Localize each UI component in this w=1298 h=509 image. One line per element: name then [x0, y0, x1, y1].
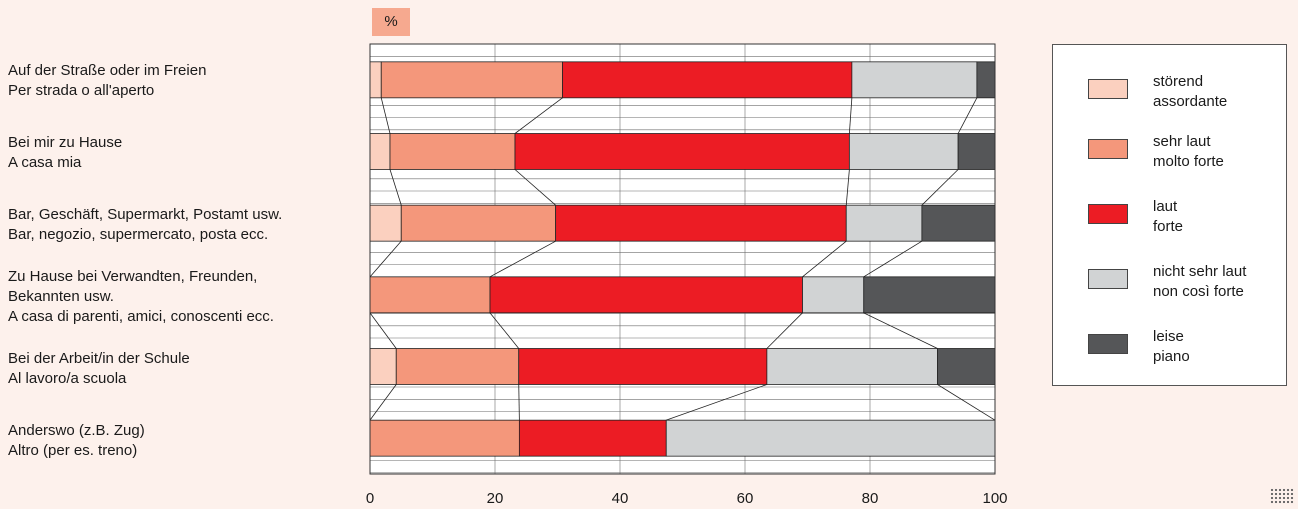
legend-label: laut forte	[1153, 198, 1184, 235]
bar-segment	[562, 61, 853, 99]
bar-segment	[395, 348, 520, 385]
bar-segment	[369, 348, 397, 385]
connector-line	[389, 169, 402, 206]
x-tick-label: 100	[982, 490, 1007, 507]
bar-segment	[665, 419, 996, 457]
connector-line	[848, 97, 853, 134]
legend-swatch	[1088, 204, 1128, 224]
bar-segment	[863, 276, 996, 314]
category-label: Auf der Straße oder im Freien Per strada…	[8, 62, 207, 99]
category-label: Anderswo (z.B. Zug) Altro (per es. treno…	[8, 422, 145, 459]
dot-logo-icon	[1270, 488, 1294, 504]
category-label: Bei mir zu Hause A casa mia	[8, 134, 123, 171]
legend-label: störend assordante	[1153, 73, 1228, 110]
bar-segment	[489, 276, 803, 314]
bar-segment	[518, 348, 768, 385]
connector-line	[802, 240, 847, 278]
connector-line	[863, 240, 923, 278]
connector-line	[380, 97, 391, 134]
bar-segment	[369, 61, 382, 99]
legend-swatch	[1088, 334, 1128, 354]
connector-line	[369, 384, 397, 421]
bar-segment	[369, 276, 491, 314]
bar-segment	[369, 133, 391, 170]
connector-line	[514, 169, 556, 206]
x-tick-label: 0	[366, 490, 374, 507]
bar-segment	[766, 348, 938, 385]
bar-segment	[380, 61, 563, 99]
legend-label: nicht sehr laut non così forte	[1153, 263, 1247, 300]
bar-segment	[845, 204, 923, 242]
connector-line	[514, 97, 563, 134]
unit-label: %	[372, 8, 410, 36]
plot-area	[370, 44, 995, 474]
connector-line	[518, 384, 520, 421]
bar-segment	[957, 133, 996, 170]
bar-segment	[555, 204, 847, 242]
bar-segment	[802, 276, 865, 314]
connector-line	[863, 312, 938, 349]
connector-line	[666, 384, 768, 421]
category-label: Zu Hause bei Verwandten, Freunden, Bekan…	[8, 268, 274, 325]
x-tick-label: 20	[487, 490, 504, 507]
bar-segment	[976, 61, 996, 99]
legend-swatch	[1088, 139, 1128, 159]
bar-segment	[848, 133, 959, 170]
connector-line	[489, 312, 520, 349]
legend: störend assordante sehr laut molto forte l…	[1052, 44, 1287, 386]
legend-swatch	[1088, 269, 1128, 289]
category-label: Bar, Geschäft, Supermarkt, Postamt usw. …	[8, 206, 283, 243]
bar-segment	[400, 204, 557, 242]
bar-segment	[369, 419, 520, 457]
connector-line	[766, 312, 803, 349]
connector-line	[369, 312, 397, 349]
connector-line	[845, 169, 850, 206]
category-label: Bei der Arbeit/in der Schule Al lavoro/a…	[8, 350, 190, 387]
bar-segment	[851, 61, 978, 99]
connector-line	[957, 97, 978, 134]
bar-segment	[937, 348, 996, 385]
connector-line	[937, 384, 996, 421]
x-tick-label: 40	[612, 490, 629, 507]
connector-line	[921, 169, 959, 206]
bar-segment	[921, 204, 996, 242]
connector-line	[489, 240, 556, 278]
bar-segment	[369, 204, 402, 242]
x-tick-label: 80	[862, 490, 879, 507]
plot-border	[369, 43, 996, 475]
connector-line	[369, 240, 402, 278]
legend-label: sehr laut molto forte	[1153, 133, 1224, 170]
legend-swatch	[1088, 79, 1128, 99]
bar-segment	[389, 133, 516, 170]
x-tick-label: 60	[737, 490, 754, 507]
bar-segment	[514, 133, 850, 170]
bar-segment	[518, 419, 667, 457]
legend-label: leise piano	[1153, 328, 1190, 365]
